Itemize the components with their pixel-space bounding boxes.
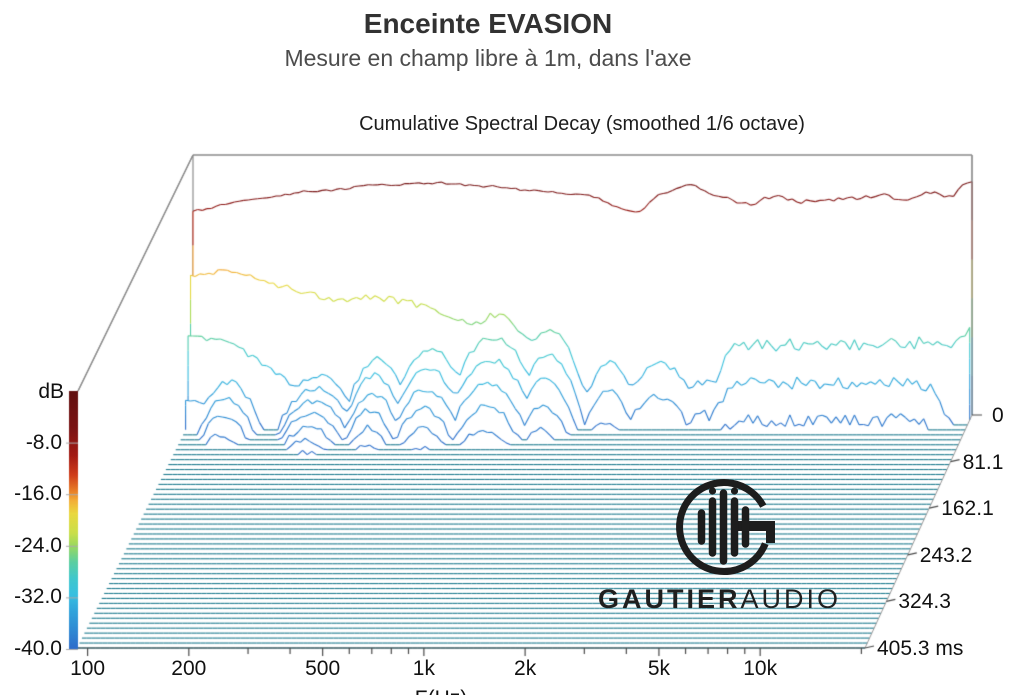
x-tick-label: 500 [305,657,341,680]
gautier-audio-logo-icon [676,479,775,576]
page-subtitle: Mesure en champ libre à 1m, dans l'axe [284,45,692,71]
brand-light: AUDIO [740,584,842,614]
x-tick-label: 200 [171,657,207,680]
db-tick-label: -32.0 [14,585,62,609]
db-tick-label: -24.0 [14,533,62,557]
time-tick-label: 243.2 [919,543,973,567]
db-tick-label: -16.0 [14,482,62,506]
x-tick-label: 1k [412,657,435,680]
time-tick-label: 324.3 [898,590,951,614]
time-tick-label: 0 [992,404,1004,427]
frequency-axis-label: F(Hz) [415,687,467,695]
logo-waveform-dots [708,487,739,495]
logo-circle-g [676,479,769,576]
time-tick-label: 162.1 [941,497,994,521]
x-tick-label: 10k [743,657,778,680]
x-tick-label: 5k [647,657,671,680]
page-title: Enceinte EVASION [363,8,613,39]
time-tick-label: 81.1 [962,450,1004,474]
time-tick-label: 405.3 ms [877,637,964,660]
chart-title: Cumulative Spectral Decay (smoothed 1/6 … [359,113,805,135]
logo-waveform-icon [697,489,750,565]
db-tick-label: -40.0 [14,637,62,660]
db-tick-label: -8.0 [25,430,62,454]
brand-bold: GAUTIER [598,584,741,614]
x-tick-label: 100 [70,657,106,680]
watermark-brand-text: GAUTIERAUDIO [598,584,841,615]
x-tick-label: 2k [514,657,537,680]
db-axis-unit-label: dB [38,380,64,403]
